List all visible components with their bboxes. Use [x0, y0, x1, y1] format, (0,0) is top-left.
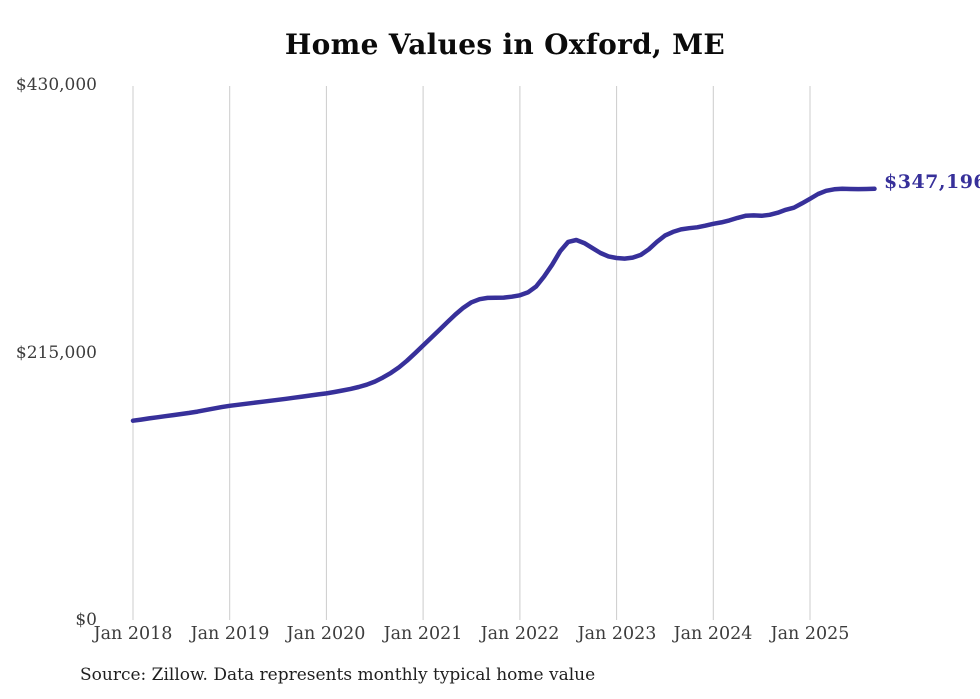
- y-axis-tick-430000: $430,000: [15, 75, 97, 95]
- y-axis-tick-215000: $215,000: [15, 343, 97, 363]
- x-axis-tick-jan-2019: Jan 2019: [190, 624, 270, 644]
- source-attribution: Source: Zillow. Data represents monthly …: [80, 665, 596, 685]
- x-axis-tick-jan-2024: Jan 2024: [673, 624, 753, 644]
- y-axis-tick-0: $0: [75, 610, 97, 630]
- x-axis-tick-jan-2020: Jan 2020: [286, 624, 366, 644]
- x-axis-tick-jan-2025: Jan 2025: [770, 624, 850, 644]
- x-axis-tick-jan-2023: Jan 2023: [577, 624, 657, 644]
- x-axis-tick-jan-2022: Jan 2022: [480, 624, 560, 644]
- latest-value-label: $347,196: [884, 171, 980, 193]
- x-axis-tick-jan-2021: Jan 2021: [383, 624, 463, 644]
- chart-title: Home Values in Oxford, ME: [284, 28, 726, 61]
- x-axis-tick-jan-2018: Jan 2018: [93, 624, 173, 644]
- home-value-line: [130, 186, 877, 423]
